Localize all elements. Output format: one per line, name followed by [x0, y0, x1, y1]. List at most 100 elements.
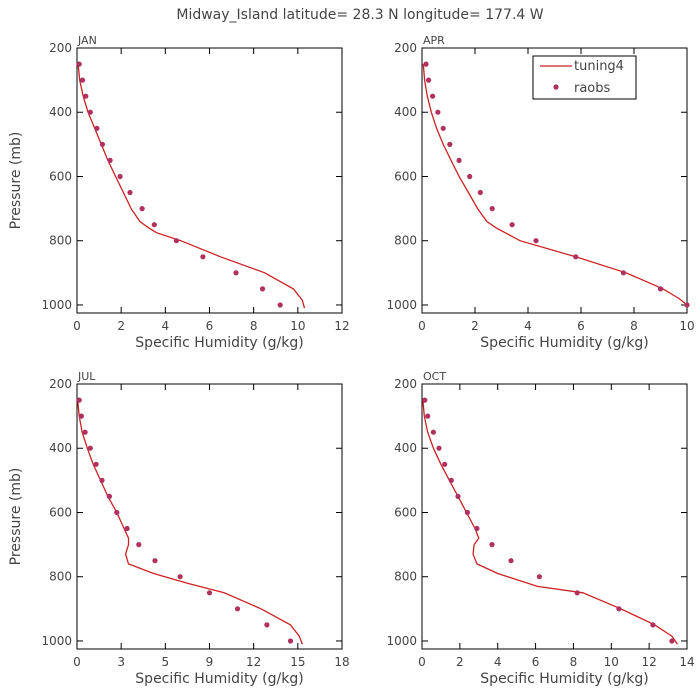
x-tick-label: 4 [162, 319, 170, 333]
raobs-point [114, 509, 120, 516]
plot-frame [421, 383, 688, 650]
raobs-point [117, 173, 123, 180]
raobs-point [489, 542, 495, 548]
y-tick-label: 400 [394, 105, 417, 119]
x-tick-label: 6 [206, 319, 214, 333]
y-tick-label: 200 [49, 41, 72, 55]
raobs-point [127, 189, 133, 196]
legend-box [532, 55, 637, 100]
panel-label: JUL [77, 370, 96, 383]
x-tick-label: 18 [334, 655, 349, 669]
x-tick-label: 3 [117, 655, 125, 669]
raobs-point [94, 125, 100, 131]
y-tick-label: 1000 [41, 298, 72, 312]
plot-frame [76, 383, 343, 650]
x-tick-label: 0 [73, 655, 81, 669]
raobs-point [430, 429, 436, 435]
raobs-point [620, 270, 627, 276]
raobs-point [259, 286, 266, 292]
y-tick-label: 400 [49, 105, 72, 119]
raobs-point [99, 141, 105, 147]
y-tick-label: 600 [49, 505, 72, 519]
series-tuning4-line [422, 64, 688, 306]
x-axis-label: Specific Humidity (g/kg) [135, 335, 303, 351]
raobs-point [82, 429, 88, 435]
raobs-point [684, 302, 690, 308]
x-tick-label: 10 [290, 319, 305, 333]
raobs-point [464, 509, 470, 516]
x-tick-label: 9 [206, 655, 214, 669]
x-tick-label: 2 [456, 655, 464, 669]
raobs-point [657, 286, 664, 292]
raobs-point [447, 141, 453, 147]
raobs-point [76, 61, 82, 67]
raobs-point [477, 189, 483, 196]
x-tick-label: 10 [679, 319, 694, 333]
panel-label: APR [423, 34, 445, 47]
y-tick-label: 800 [49, 234, 72, 248]
x-tick-label: 8 [570, 655, 578, 669]
y-tick-label: 600 [49, 169, 72, 183]
raobs-point [423, 61, 429, 67]
x-axis-label: Specific Humidity (g/kg) [480, 335, 648, 351]
x-tick-label: 15 [290, 655, 305, 669]
y-axis-label: Pressure (mb) [8, 132, 24, 230]
raobs-point [76, 397, 82, 403]
raobs-point [124, 525, 130, 532]
panel-label: JAN [77, 34, 97, 47]
x-tick-label: 12 [334, 319, 349, 333]
raobs-point [426, 77, 432, 83]
y-tick-label: 600 [394, 505, 417, 519]
raobs-point [616, 606, 622, 612]
raobs-point [206, 590, 213, 596]
legend-point-swatch [553, 84, 559, 90]
y-tick-label: 600 [394, 169, 417, 183]
panel-label: OCT [423, 370, 446, 383]
x-axis-label: Specific Humidity (g/kg) [480, 671, 648, 687]
raobs-point [234, 606, 241, 612]
raobs-point [79, 77, 86, 83]
x-tick-label: 8 [630, 319, 638, 333]
y-tick-label: 800 [394, 234, 417, 248]
panel-apr: APR 0 2 4 6 8 10 200 400 600 800 1000 Specific Humid… [386, 34, 694, 351]
raobs-point [287, 638, 294, 644]
y-tick-label: 400 [49, 441, 72, 455]
legend: tuning4 raobs [532, 55, 637, 100]
y-tick-label: 200 [394, 41, 417, 55]
y-tick-label: 200 [394, 377, 417, 391]
raobs-point [107, 157, 113, 163]
panel-jan: JAN 0 2 4 6 8 10 12 200 400 600 800 1000 Specific Hum… [8, 34, 350, 351]
y-tick-label: 200 [49, 377, 72, 391]
raobs-point [87, 109, 93, 115]
x-tick-label: 14 [679, 655, 694, 669]
y-tick-label: 800 [49, 570, 72, 584]
raobs-point [99, 477, 105, 483]
series-tuning4-line [77, 64, 306, 309]
raobs-point [422, 397, 428, 403]
raobs-point [436, 445, 442, 451]
x-tick-label: 10 [604, 655, 619, 669]
figure-title: Midway_Island latitude= 28.3 N longitude… [176, 7, 543, 23]
raobs-point [83, 93, 89, 99]
x-tick-label: 6 [532, 655, 540, 669]
series-tuning4-line [422, 400, 679, 645]
raobs-point [151, 222, 157, 228]
raobs-point [173, 238, 179, 244]
y-tick-label: 800 [394, 570, 417, 584]
x-tick-label: 2 [117, 319, 125, 333]
raobs-point [533, 238, 539, 244]
raobs-point [669, 638, 675, 644]
raobs-point [200, 254, 206, 260]
x-tick-label: 6 [577, 319, 585, 333]
raobs-point [440, 125, 446, 131]
raobs-point [650, 622, 656, 628]
raobs-point [87, 445, 93, 451]
raobs-point [277, 302, 283, 308]
y-tick-label: 1000 [41, 634, 72, 648]
y-tick-label: 1000 [386, 298, 417, 312]
raobs-point [177, 574, 183, 580]
raobs-point [536, 574, 543, 580]
raobs-point [455, 493, 461, 499]
raobs-point [233, 270, 239, 276]
